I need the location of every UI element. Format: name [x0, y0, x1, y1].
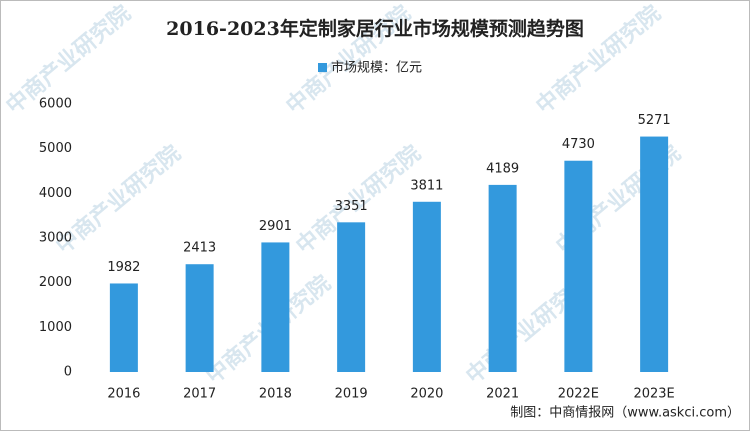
- bar: [564, 160, 593, 372]
- y-tick-label: 5000: [39, 141, 72, 156]
- data-label: 1982: [107, 260, 140, 275]
- data-label: 3351: [335, 199, 368, 214]
- x-tick-label: 2018: [259, 387, 292, 402]
- bar: [337, 222, 366, 372]
- y-tick-label: 1000: [39, 320, 72, 335]
- bar: [109, 283, 138, 372]
- x-tick-label: 2019: [335, 387, 368, 402]
- x-tick-label: 2017: [183, 387, 216, 402]
- bar: [412, 201, 441, 372]
- data-label: 2901: [259, 219, 292, 234]
- y-tick-label: 2000: [39, 275, 72, 290]
- data-label: 3811: [410, 178, 443, 193]
- y-tick-label: 0: [64, 365, 72, 380]
- bar: [185, 264, 214, 372]
- x-tick-label: 2023E: [633, 387, 674, 402]
- x-tick-label: 2016: [107, 387, 140, 402]
- x-tick-label: 2020: [410, 387, 443, 402]
- bar: [261, 242, 290, 372]
- x-tick-label: 2021: [486, 387, 519, 402]
- x-tick-label: 2022E: [558, 387, 599, 402]
- source: 制图：中商情报网（www.askci.com）: [510, 406, 740, 421]
- legend-swatch: [318, 63, 327, 72]
- y-tick-label: 4000: [39, 186, 72, 201]
- y-tick-label: 3000: [39, 231, 72, 246]
- data-label: 4730: [562, 137, 595, 152]
- data-label: 5271: [638, 113, 671, 128]
- chart-title: 2016-2023年定制家居行业市场规模预测趋势图: [166, 17, 584, 40]
- bar: [488, 184, 517, 372]
- legend-label: 市场规模：亿元: [331, 60, 422, 76]
- y-tick-label: 6000: [39, 97, 72, 112]
- data-label: 2413: [183, 241, 216, 256]
- bar: [640, 136, 669, 372]
- data-label: 4189: [486, 161, 519, 176]
